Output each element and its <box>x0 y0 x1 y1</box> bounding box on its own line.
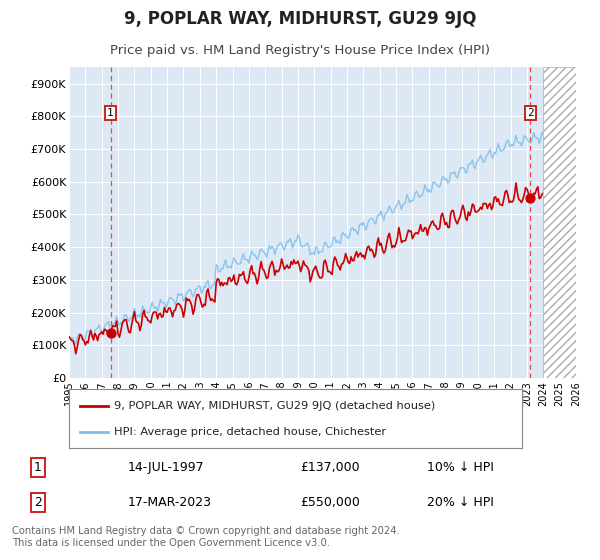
Text: 2: 2 <box>34 496 42 508</box>
Text: 10% ↓ HPI: 10% ↓ HPI <box>427 461 494 474</box>
Text: 17-MAR-2023: 17-MAR-2023 <box>127 496 211 508</box>
Text: 1: 1 <box>107 108 114 118</box>
Text: £137,000: £137,000 <box>300 461 359 474</box>
Bar <box>543 67 584 378</box>
Text: 9, POPLAR WAY, MIDHURST, GU29 9JQ: 9, POPLAR WAY, MIDHURST, GU29 9JQ <box>124 10 476 28</box>
Text: 9, POPLAR WAY, MIDHURST, GU29 9JQ (detached house): 9, POPLAR WAY, MIDHURST, GU29 9JQ (detac… <box>115 400 436 410</box>
Bar <box>543 67 584 378</box>
Text: 14-JUL-1997: 14-JUL-1997 <box>127 461 204 474</box>
Text: 20% ↓ HPI: 20% ↓ HPI <box>427 496 494 508</box>
Text: Price paid vs. HM Land Registry's House Price Index (HPI): Price paid vs. HM Land Registry's House … <box>110 44 490 57</box>
Text: HPI: Average price, detached house, Chichester: HPI: Average price, detached house, Chic… <box>115 427 386 437</box>
Text: 2: 2 <box>527 108 534 118</box>
Point <box>526 194 535 203</box>
Point <box>106 329 115 338</box>
Text: £550,000: £550,000 <box>300 496 360 508</box>
Text: 1: 1 <box>34 461 42 474</box>
Text: Contains HM Land Registry data © Crown copyright and database right 2024.
This d: Contains HM Land Registry data © Crown c… <box>12 526 400 548</box>
